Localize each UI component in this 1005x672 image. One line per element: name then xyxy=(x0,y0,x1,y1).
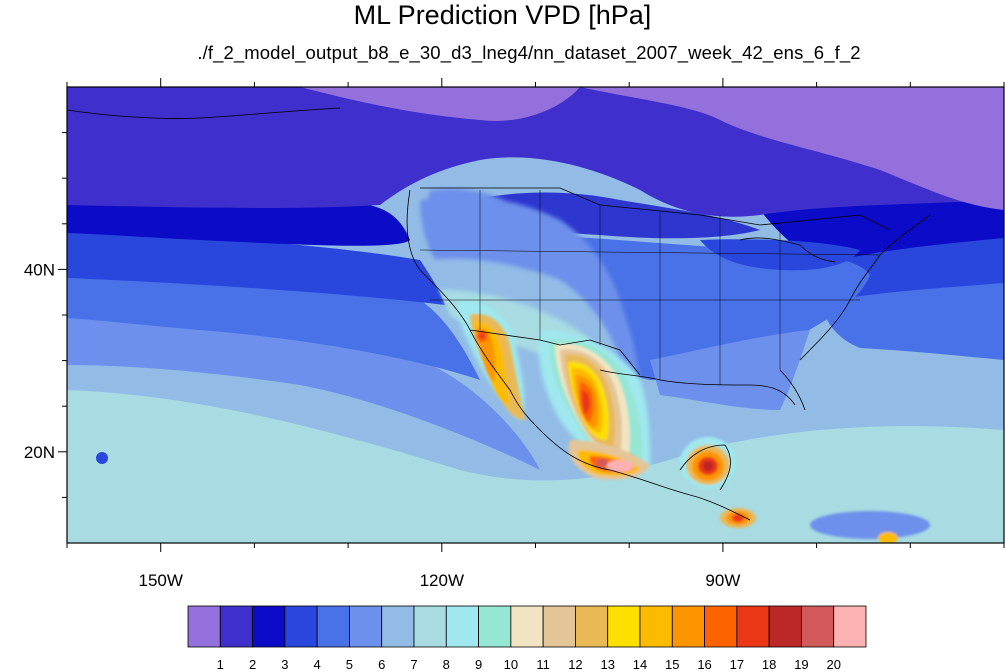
colorbar-label: 19 xyxy=(794,657,808,672)
subtropical-band xyxy=(67,315,540,470)
band-1-north xyxy=(580,87,1004,210)
colorbar-swatch xyxy=(413,605,447,648)
us-southeast xyxy=(650,330,810,410)
honduras-17 xyxy=(732,514,744,522)
colorbar-swatch xyxy=(575,605,609,648)
colorbar-swatch xyxy=(284,605,318,648)
colorbar-label: 2 xyxy=(249,657,256,672)
colorbar-label: 4 xyxy=(314,657,321,672)
colorbar-label: 1 xyxy=(217,657,224,672)
florida-line xyxy=(779,369,806,411)
state-lines xyxy=(419,190,881,385)
x-tick-label: 120W xyxy=(420,571,464,590)
colorbar-label: 3 xyxy=(281,657,288,672)
colorbar-label: 12 xyxy=(568,657,582,672)
mexico-coast-line xyxy=(539,429,751,521)
axis-ticks: 150W 120W 90W 40N 20N xyxy=(24,78,1005,590)
yucatan-18 xyxy=(703,461,713,471)
colorbar-label: 10 xyxy=(504,657,518,672)
colorbar-swatch xyxy=(316,605,350,648)
colorbar-swatch xyxy=(768,605,802,648)
colorbar-label: 14 xyxy=(633,657,647,672)
colorbar-swatch xyxy=(478,605,512,648)
x-tick-label: 150W xyxy=(138,571,182,590)
central-mexico-20 xyxy=(606,460,634,472)
band-1-northwest xyxy=(300,87,580,121)
map-outlines xyxy=(67,107,931,521)
colorbar-label: 6 xyxy=(378,657,385,672)
colorbar-swatch xyxy=(704,605,738,648)
hawaii-feature xyxy=(96,452,108,464)
colorbar-label: 13 xyxy=(600,657,614,672)
colorbar-label: 17 xyxy=(730,657,744,672)
atlantic-band-5 xyxy=(820,280,1004,360)
us-mexico-border xyxy=(469,329,641,376)
central-mexico-19 xyxy=(596,459,608,467)
band-4 xyxy=(67,232,445,305)
arizona-18 xyxy=(479,333,485,339)
y-tick-label: 40N xyxy=(24,260,55,279)
colorbar-label: 15 xyxy=(665,657,679,672)
y-tick-label: 20N xyxy=(24,443,55,462)
colorbar-swatch xyxy=(671,605,705,648)
colorbar-label: 16 xyxy=(697,657,711,672)
colorbar-swatch xyxy=(187,605,221,648)
colorbar-swatch xyxy=(445,605,479,648)
colorbar-label: 18 xyxy=(762,657,776,672)
band-3 xyxy=(67,200,410,246)
colorbar-swatch xyxy=(219,605,253,648)
yucatan-line xyxy=(679,444,731,491)
pnw-light xyxy=(428,188,520,240)
colorbar-label: 7 xyxy=(410,657,417,672)
caribbean-9 xyxy=(810,511,930,539)
colorbar-swatch xyxy=(736,605,770,648)
colorbar-swatch xyxy=(801,605,835,648)
canada-lakes-line xyxy=(739,237,836,263)
colorbar-label: 8 xyxy=(443,657,450,672)
us-border-line xyxy=(420,187,891,231)
caribbean-hot xyxy=(878,532,898,543)
vpd-contour-field xyxy=(67,87,1004,543)
figure-title: ML Prediction VPD [hPa] xyxy=(353,0,652,30)
colorbar-swatch xyxy=(542,605,576,648)
tropical-band xyxy=(67,390,1004,543)
colorbar-swatch xyxy=(349,605,383,648)
west-coast-line xyxy=(406,189,541,431)
x-tick-label: 90W xyxy=(705,571,740,590)
colorbar-swatch xyxy=(252,605,286,648)
mexico-18 xyxy=(582,390,590,414)
colorbar-label: 20 xyxy=(826,657,840,672)
colorbar-label: 5 xyxy=(346,657,353,672)
gulf-coast-line xyxy=(599,369,796,406)
colorbar-swatch xyxy=(639,605,673,648)
colorbar-label: 11 xyxy=(536,657,550,672)
east-coast-line xyxy=(799,214,931,361)
colorbar-swatch xyxy=(510,605,544,648)
alaska-coast xyxy=(67,107,341,119)
figure-subtitle: ./f_2_model_output_b8_e_30_d3_lneg4/nn_d… xyxy=(197,42,861,63)
colorbar: 1 2 3 4 5 6 7 8 9 10 11 12 13 14 15 16 17 18 19 20 xyxy=(187,605,867,672)
colorbar-swatch xyxy=(607,605,641,648)
colorbar-swatch xyxy=(833,605,867,648)
colorbar-label: 9 xyxy=(475,657,482,672)
colorbar-swatch xyxy=(381,605,415,648)
midlat-band-5 xyxy=(67,275,480,380)
